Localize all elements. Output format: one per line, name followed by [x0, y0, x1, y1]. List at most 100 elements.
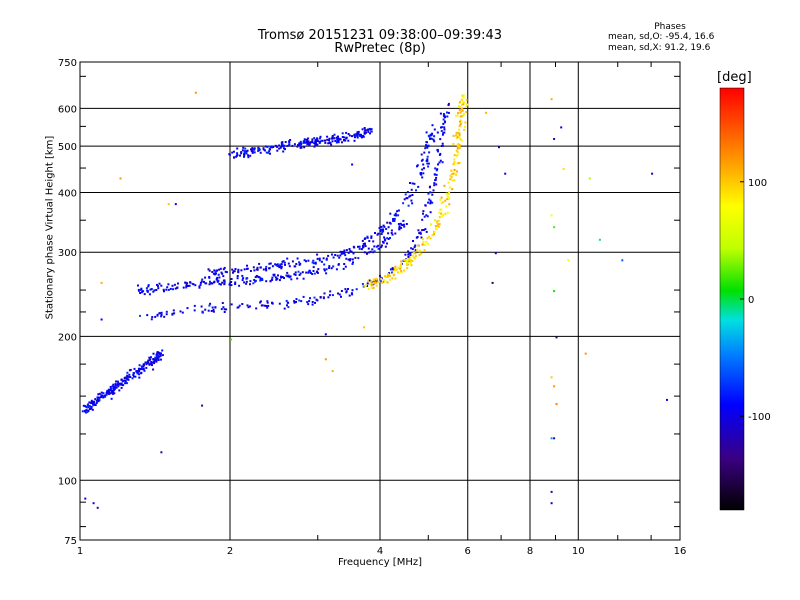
o-mode-point	[428, 198, 431, 201]
o-mode-point	[382, 224, 385, 227]
o-mode-point	[424, 228, 427, 231]
o-mode-point	[210, 310, 213, 312]
o-mode-point	[148, 356, 151, 359]
x-mode-point	[459, 100, 462, 103]
o-mode-point	[397, 223, 400, 225]
o-mode-point	[394, 212, 397, 215]
o-mode-point	[436, 148, 439, 151]
o-mode-point	[216, 276, 219, 279]
x-mode-point	[391, 277, 394, 280]
x-mode-point	[372, 286, 375, 289]
x-mode-point	[447, 181, 450, 184]
o-mode-point	[362, 135, 365, 138]
o-mode-point	[312, 266, 315, 269]
o-mode-point	[433, 140, 436, 143]
o-mode-point	[370, 128, 373, 131]
o-mode-point	[361, 136, 363, 139]
o-mode-point	[105, 392, 108, 395]
x-mode-point	[410, 260, 412, 263]
o-mode-point	[156, 283, 158, 286]
o-mode-point	[145, 287, 148, 290]
o-mode-point	[161, 354, 164, 357]
o-mode-point	[223, 308, 226, 311]
o-mode-point	[291, 260, 294, 263]
o-mode-point	[115, 380, 117, 383]
o-mode-point	[216, 279, 219, 282]
o-mode-point	[433, 135, 436, 138]
o-mode-point	[108, 393, 111, 395]
o-mode-point	[352, 252, 355, 255]
o-mode-point	[144, 361, 147, 364]
o-mode-point	[422, 229, 425, 231]
scattered-point	[550, 214, 553, 217]
o-mode-point	[157, 287, 160, 290]
o-mode-point	[366, 235, 369, 238]
o-mode-point	[236, 152, 239, 155]
o-mode-point	[303, 146, 306, 149]
o-mode-point	[414, 244, 417, 247]
o-mode-point	[326, 138, 329, 141]
o-mode-point	[141, 367, 144, 370]
o-mode-point	[437, 150, 439, 153]
o-mode-point	[331, 135, 334, 137]
o-mode-point	[323, 268, 326, 271]
o-mode-point	[279, 263, 282, 266]
o-mode-point	[435, 176, 438, 179]
o-mode-point	[245, 152, 248, 155]
o-mode-point	[415, 236, 418, 239]
o-mode-point	[366, 236, 369, 239]
o-mode-point	[185, 286, 188, 289]
o-mode-point	[393, 214, 396, 217]
x-mode-point	[456, 136, 459, 139]
o-mode-point	[287, 262, 290, 265]
o-mode-point	[366, 282, 369, 285]
o-mode-point	[391, 268, 394, 271]
o-mode-point	[309, 297, 311, 300]
o-mode-point	[313, 296, 316, 299]
o-mode-point	[228, 282, 231, 285]
o-mode-point	[427, 144, 430, 147]
colorbar-tick-label: 0	[748, 295, 754, 306]
o-mode-point	[152, 361, 155, 364]
o-mode-point	[256, 268, 259, 271]
o-mode-point	[340, 290, 343, 292]
o-mode-point	[157, 352, 160, 355]
o-mode-point	[381, 229, 384, 232]
scattered-point	[553, 437, 556, 440]
o-mode-point	[433, 128, 436, 131]
o-mode-point	[259, 279, 262, 282]
scattered-point	[553, 138, 556, 140]
x-mode-point	[393, 269, 396, 272]
x-mode-point	[458, 147, 461, 150]
o-mode-point	[309, 271, 312, 274]
x-mode-point	[373, 279, 376, 282]
o-mode-point	[310, 141, 312, 144]
o-mode-point	[142, 367, 145, 370]
o-mode-point	[361, 128, 364, 131]
o-mode-point	[335, 141, 338, 144]
o-mode-point	[276, 149, 279, 152]
o-mode-point	[153, 289, 156, 292]
o-mode-point	[259, 300, 262, 303]
o-mode-point	[306, 142, 309, 145]
o-mode-point	[161, 349, 164, 352]
o-mode-point	[307, 303, 310, 306]
scattered-point	[560, 126, 563, 129]
o-mode-point	[378, 227, 381, 230]
o-mode-point	[253, 279, 256, 281]
o-mode-point	[225, 271, 228, 274]
x-mode-point	[420, 252, 423, 255]
o-mode-point	[366, 252, 368, 255]
o-mode-point	[423, 215, 426, 218]
o-mode-point	[230, 303, 233, 306]
scattered-point	[666, 398, 668, 401]
o-mode-point	[138, 289, 141, 291]
o-mode-point	[312, 270, 315, 272]
o-mode-point	[313, 272, 316, 275]
o-mode-point	[259, 266, 262, 269]
o-mode-point	[355, 288, 358, 291]
o-mode-point	[108, 390, 110, 393]
chart-subtitle: RwPretec (8p)	[334, 41, 426, 56]
o-mode-point	[426, 215, 429, 218]
o-mode-point	[299, 145, 302, 148]
